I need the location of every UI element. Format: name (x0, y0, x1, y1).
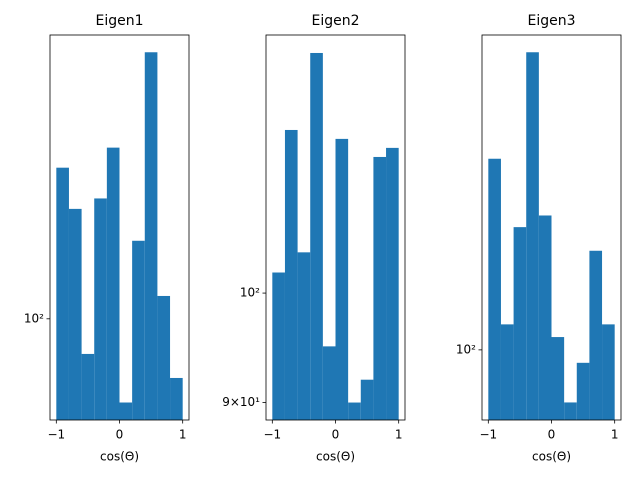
axes-title: Eigen1 (95, 13, 143, 29)
bar (157, 295, 171, 420)
bar (564, 402, 577, 420)
bar (488, 158, 501, 420)
bar (56, 167, 69, 420)
bar (589, 250, 603, 420)
bar (132, 240, 145, 420)
x-tick-label: −1 (47, 428, 65, 442)
axes-title: Eigen2 (311, 13, 359, 29)
bar (360, 379, 374, 420)
x-tick-label: 1 (611, 428, 619, 442)
bar (119, 402, 133, 420)
bar (348, 402, 361, 420)
bar (284, 129, 298, 421)
x-tick-label: 1 (395, 428, 403, 442)
bar (68, 208, 82, 420)
x-axis-label: cos(Θ) (100, 450, 139, 464)
bar (144, 52, 158, 420)
bar (602, 324, 615, 420)
x-tick-label: 0 (116, 428, 124, 442)
bar (551, 337, 565, 420)
x-tick-label: 0 (332, 428, 340, 442)
bar (81, 353, 95, 420)
bar (335, 138, 349, 420)
x-axis-label: cos(Θ) (316, 450, 355, 464)
bar (538, 215, 552, 420)
bar (94, 198, 107, 420)
x-axis-label: cos(Θ) (532, 450, 571, 464)
bar (386, 147, 399, 420)
bar (513, 227, 527, 420)
x-tick-label: 1 (179, 428, 187, 442)
y-tick-label: 10² (456, 342, 476, 356)
axes-title: Eigen3 (527, 13, 575, 29)
x-tick-label: 0 (548, 428, 556, 442)
bar (106, 147, 120, 420)
bar (272, 272, 285, 420)
x-tick-label: −1 (479, 428, 497, 442)
bar (500, 324, 514, 420)
bar (576, 362, 590, 420)
bar (310, 52, 323, 420)
bar (526, 52, 539, 421)
bar (170, 377, 183, 420)
y-tick-label: 10² (240, 286, 260, 300)
bar (322, 346, 336, 420)
y-tick-label: 9×10¹ (222, 395, 260, 409)
bar (373, 156, 387, 420)
bar (297, 252, 311, 420)
x-tick-label: −1 (263, 428, 281, 442)
y-tick-label: 10² (24, 311, 44, 325)
